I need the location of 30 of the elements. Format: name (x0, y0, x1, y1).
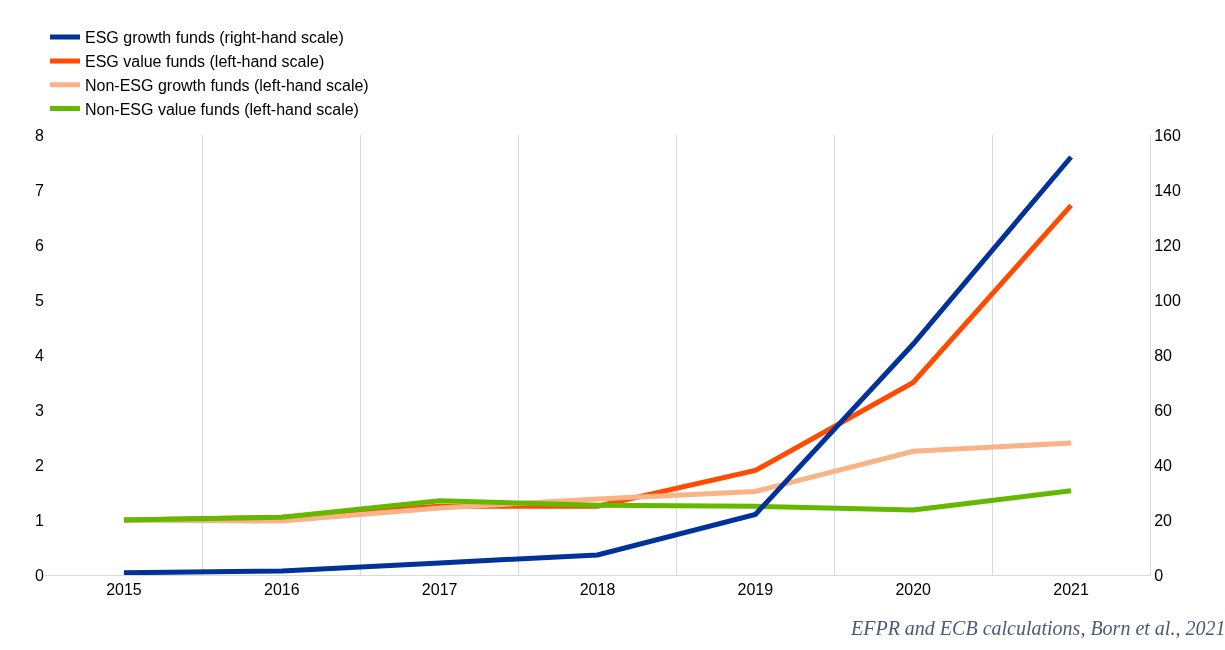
y2-tick-label: 20 (1154, 511, 1173, 529)
y2-tick-label: 60 (1154, 401, 1173, 419)
y2-tick-label: 100 (1154, 291, 1181, 309)
y2-tick-label: 80 (1154, 346, 1173, 364)
y-tick-label: 4 (35, 346, 45, 364)
y-tick-label: 1 (35, 511, 45, 529)
x-tick-label: 2021 (1053, 581, 1089, 599)
y-tick-label: 3 (35, 401, 45, 419)
legend-label: Non-ESG growth funds (left-hand scale) (85, 76, 369, 94)
y-tick-label: 2 (35, 456, 45, 474)
y-tick-label: 8 (35, 126, 45, 144)
x-tick-label: 2016 (263, 581, 300, 599)
x-tick-label: 2020 (895, 581, 932, 599)
y-tick-label: 6 (35, 236, 45, 254)
y2-tick-label: 0 (1154, 566, 1164, 584)
text: EFPR and ECB calculations, Born et al., 2021 (850, 617, 1225, 639)
legend-label: Non-ESG value funds (left-hand scale) (85, 100, 359, 118)
x-tick-label: 2017 (421, 581, 458, 599)
x-tick-label: 2015 (106, 581, 142, 599)
y-tick-label: 0 (35, 566, 45, 584)
x-tick-label: 2019 (737, 581, 774, 599)
y-tick-label: 7 (35, 181, 45, 199)
x-tick-label: 2018 (579, 581, 616, 599)
legend-label: ESG value funds (left-hand scale) (85, 53, 325, 71)
y2-tick-label: 140 (1154, 181, 1181, 199)
y2-tick-label: 160 (1154, 126, 1181, 144)
legend-label: ESG growth funds (right-hand scale) (85, 29, 344, 47)
y-tick-label: 5 (35, 291, 45, 309)
y2-tick-label: 120 (1154, 236, 1181, 254)
y2-tick-label: 40 (1154, 456, 1173, 474)
